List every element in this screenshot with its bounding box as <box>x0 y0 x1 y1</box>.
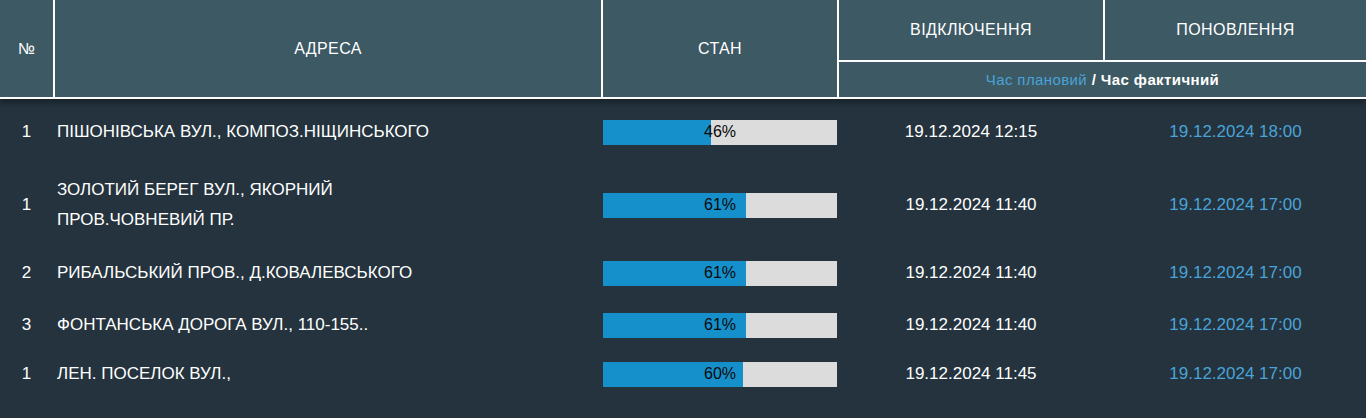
progress-bar-label: 61% <box>603 261 837 286</box>
row-address: ФОНТАНСЬКА ДОРОГА ВУЛ., 110-155.. <box>55 301 601 349</box>
address-line: ФОНТАНСЬКА ДОРОГА ВУЛ., 110-155.. <box>57 310 368 340</box>
row-state: 46% <box>603 99 837 165</box>
table-body: 1 ПІШОНІВСЬКА ВУЛ., КОМПОЗ.НІЩИНСЬКОГО 4… <box>0 99 1366 399</box>
progress-bar: 61% <box>603 313 837 338</box>
column-header-outage: ВІДКЛЮЧЕННЯ <box>839 0 1103 60</box>
progress-bar-label: 61% <box>603 193 837 218</box>
time-legend: Час плановий / Час фактичний <box>839 62 1366 97</box>
outage-time: 19.12.2024 11:45 <box>839 349 1103 399</box>
outage-table: № АДРЕСА СТАН ВІДКЛЮЧЕННЯ ПОНОВЛЕННЯ Час… <box>0 0 1366 418</box>
restore-time: 19.12.2024 17:00 <box>1105 245 1366 301</box>
outage-time: 19.12.2024 11:40 <box>839 165 1103 245</box>
legend-separator: / <box>1087 71 1101 88</box>
outage-time: 19.12.2024 11:40 <box>839 301 1103 349</box>
row-address: ЗОЛОТИЙ БЕРЕГ ВУЛ., ЯКОРНИЙ ПРОВ.ЧОВНЕВИ… <box>55 165 601 245</box>
row-number: 1 <box>0 99 53 165</box>
column-header-restore: ПОНОВЛЕННЯ <box>1105 0 1366 60</box>
restore-time: 19.12.2024 17:00 <box>1105 301 1366 349</box>
progress-bar: 46% <box>603 120 837 145</box>
restore-time: 19.12.2024 18:00 <box>1105 99 1366 165</box>
address-line: ПІШОНІВСЬКА ВУЛ., КОМПОЗ.НІЩИНСЬКОГО <box>57 117 429 147</box>
address-line: ПРОВ.ЧОВНЕВИЙ ПР. <box>57 205 235 235</box>
row-number: 3 <box>0 301 53 349</box>
restore-time: 19.12.2024 17:00 <box>1105 165 1366 245</box>
table-header: № АДРЕСА СТАН ВІДКЛЮЧЕННЯ ПОНОВЛЕННЯ Час… <box>0 0 1366 99</box>
legend-planned-time: Час плановий <box>986 71 1087 88</box>
progress-bar-label: 46% <box>603 120 837 145</box>
progress-bar: 61% <box>603 193 837 218</box>
row-state: 61% <box>603 165 837 245</box>
column-header-state: СТАН <box>603 0 837 97</box>
row-number: 2 <box>0 245 53 301</box>
table-row: 3 ФОНТАНСЬКА ДОРОГА ВУЛ., 110-155.. 61% … <box>0 301 1366 349</box>
row-state: 60% <box>603 349 837 399</box>
progress-bar-label: 60% <box>603 362 837 387</box>
row-address: ПІШОНІВСЬКА ВУЛ., КОМПОЗ.НІЩИНСЬКОГО <box>55 99 601 165</box>
row-address: РИБАЛЬСЬКИЙ ПРОВ., Д.КОВАЛЕВСЬКОГО <box>55 245 601 301</box>
restore-time: 19.12.2024 17:00 <box>1105 349 1366 399</box>
address-line: ЛЕН. ПОСЕЛОК ВУЛ., <box>57 359 231 389</box>
table-row: 1 ЗОЛОТИЙ БЕРЕГ ВУЛ., ЯКОРНИЙ ПРОВ.ЧОВНЕ… <box>0 165 1366 245</box>
progress-bar: 60% <box>603 362 837 387</box>
column-header-number: № <box>0 0 53 97</box>
column-header-address: АДРЕСА <box>55 0 601 97</box>
outage-time: 19.12.2024 11:40 <box>839 245 1103 301</box>
address-line: РИБАЛЬСЬКИЙ ПРОВ., Д.КОВАЛЕВСЬКОГО <box>57 258 412 288</box>
row-state: 61% <box>603 245 837 301</box>
row-state: 61% <box>603 301 837 349</box>
table-row: 1 ЛЕН. ПОСЕЛОК ВУЛ., 60% 19.12.2024 11:4… <box>0 349 1366 399</box>
table-row: 1 ПІШОНІВСЬКА ВУЛ., КОМПОЗ.НІЩИНСЬКОГО 4… <box>0 99 1366 165</box>
legend-actual-time: Час фактичний <box>1101 71 1219 88</box>
progress-bar: 61% <box>603 261 837 286</box>
progress-bar-label: 61% <box>603 313 837 338</box>
outage-time: 19.12.2024 12:15 <box>839 99 1103 165</box>
row-number: 1 <box>0 165 53 245</box>
row-number: 1 <box>0 349 53 399</box>
address-line: ЗОЛОТИЙ БЕРЕГ ВУЛ., ЯКОРНИЙ <box>57 175 333 205</box>
table-row: 2 РИБАЛЬСЬКИЙ ПРОВ., Д.КОВАЛЕВСЬКОГО 61%… <box>0 245 1366 301</box>
row-address: ЛЕН. ПОСЕЛОК ВУЛ., <box>55 349 601 399</box>
